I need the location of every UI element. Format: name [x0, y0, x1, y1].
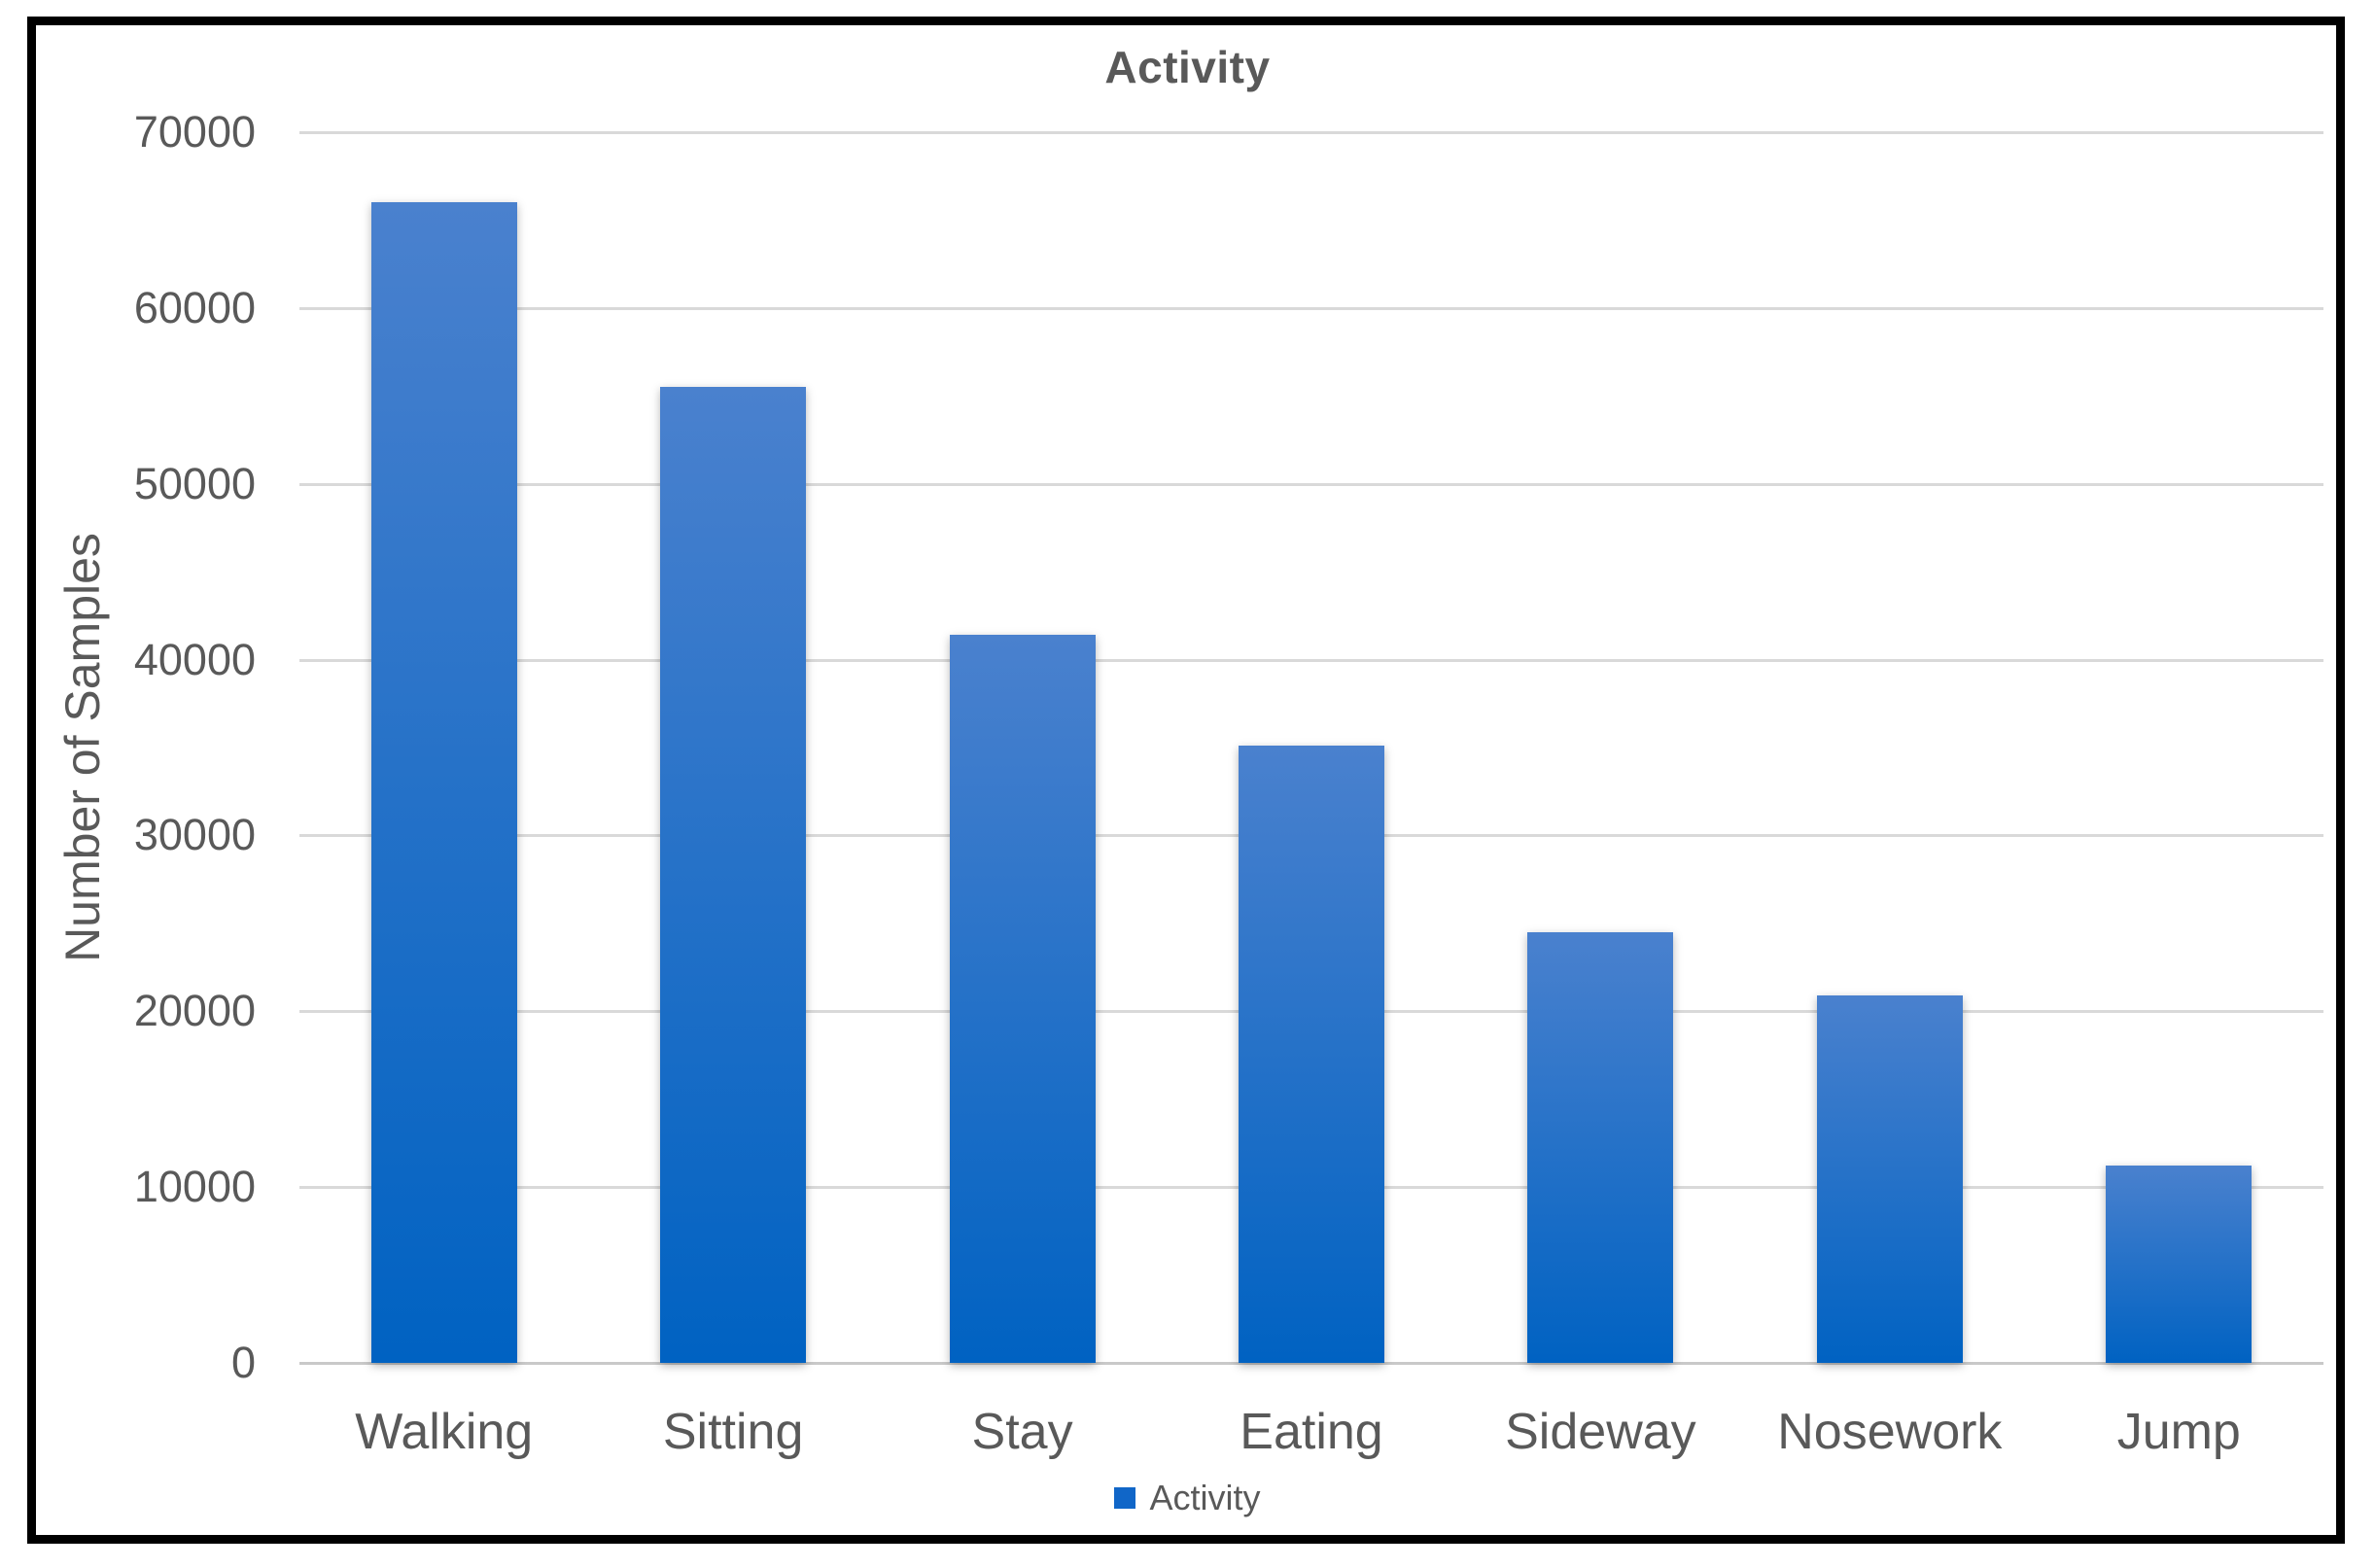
bar-sideway	[1527, 931, 1674, 1363]
y-tick-label: 70000	[133, 107, 256, 157]
y-tick-label: 0	[230, 1338, 256, 1387]
y-tick-label: 50000	[133, 458, 256, 508]
x-tick-label: Walking	[355, 1404, 534, 1460]
x-tick-label: Sideway	[1505, 1404, 1696, 1460]
x-tick-label: Jump	[2116, 1404, 2241, 1460]
bar-eating	[1239, 746, 1384, 1363]
legend: Activity	[0, 1478, 2375, 1518]
y-tick-label: 40000	[133, 634, 256, 684]
bar-sitting	[660, 387, 807, 1363]
y-axis-title: Number of Samples	[55, 533, 110, 962]
legend-swatch-icon	[1114, 1487, 1136, 1509]
y-tick-label: 10000	[133, 1162, 256, 1212]
chart-title: Activity	[1104, 42, 1271, 92]
y-tick-label: 30000	[133, 810, 256, 860]
x-tick-label: Eating	[1240, 1404, 1383, 1460]
x-tick-label: Stay	[971, 1404, 1073, 1460]
x-axis-baseline	[299, 1362, 2323, 1365]
gridline	[299, 131, 2323, 134]
gridline	[299, 482, 2323, 486]
bar-stay	[949, 635, 1096, 1363]
gridline	[299, 658, 2323, 662]
bar-nosework	[1816, 995, 1963, 1363]
y-tick-label: 60000	[133, 282, 256, 332]
y-tick-label: 20000	[133, 986, 256, 1036]
bar-walking	[370, 202, 517, 1363]
legend-label: Activity	[1149, 1478, 1261, 1517]
x-tick-label: Sitting	[662, 1404, 804, 1460]
bar-jump	[2106, 1166, 2253, 1363]
gridline	[299, 306, 2323, 310]
x-tick-label: Nosework	[1777, 1404, 2003, 1460]
